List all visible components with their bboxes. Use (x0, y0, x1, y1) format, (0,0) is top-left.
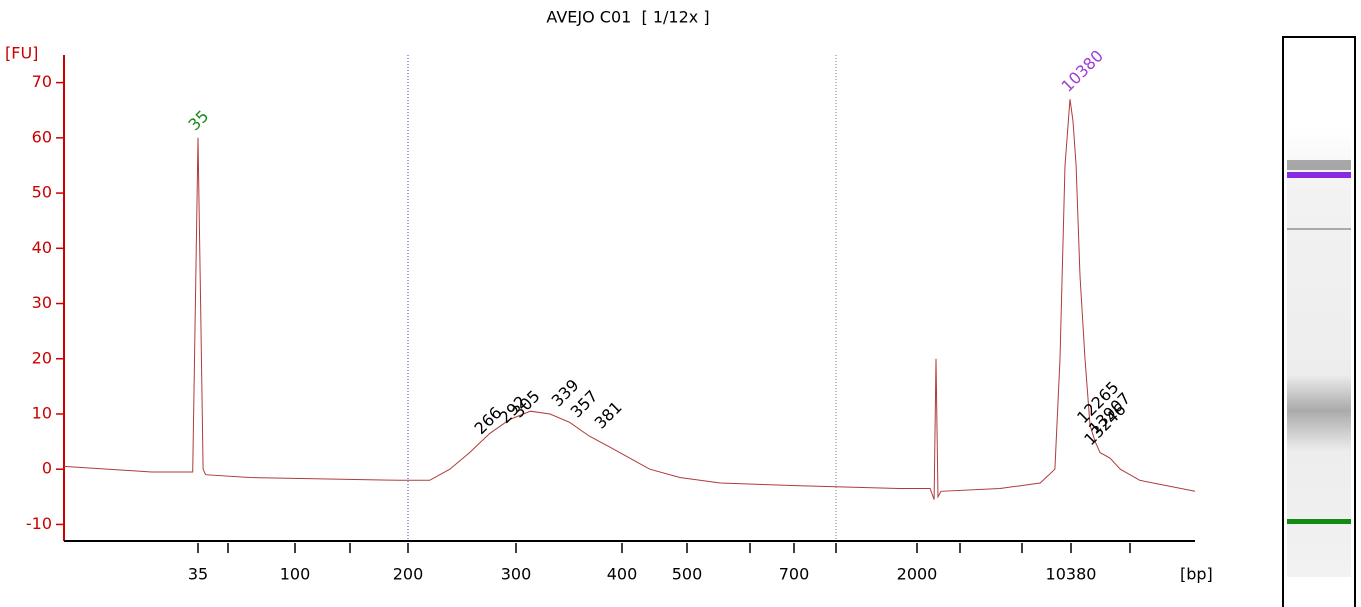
y-axis-label: [FU] (5, 44, 38, 63)
y-tick-label: 60 (32, 127, 52, 146)
y-tick-label: 20 (32, 348, 52, 367)
y-tick-label: 70 (32, 72, 52, 91)
gel-lane (1282, 36, 1356, 607)
x-tick-label: 35 (188, 565, 208, 584)
x-tick-label: 700 (779, 565, 810, 584)
x-tick-label: 10380 (1046, 565, 1097, 584)
y-tick-label: 40 (32, 238, 52, 257)
x-tick-label: 100 (280, 565, 311, 584)
peak-label: 10380 (1058, 46, 1107, 95)
peak-label: 35 (185, 106, 213, 134)
y-tick-label: 0 (42, 459, 52, 478)
y-tick-label: 10 (32, 403, 52, 422)
minor-ticks (227, 543, 1131, 553)
chart-title: AVEJO C01 [ 1/12x ] (546, 8, 709, 27)
trace (63, 99, 1196, 500)
x-tick-label: 300 (501, 565, 532, 584)
x-axis-label: [bp] (1180, 565, 1213, 584)
y-tick-label: 30 (32, 293, 52, 312)
x-tick-label: 2000 (897, 565, 938, 584)
y-tick-label: 50 (32, 183, 52, 202)
x-tick-label: 200 (393, 565, 424, 584)
x-tick-label: 400 (607, 565, 638, 584)
x-tick-label: 500 (672, 565, 703, 584)
y-tick-label: -10 (26, 514, 52, 533)
